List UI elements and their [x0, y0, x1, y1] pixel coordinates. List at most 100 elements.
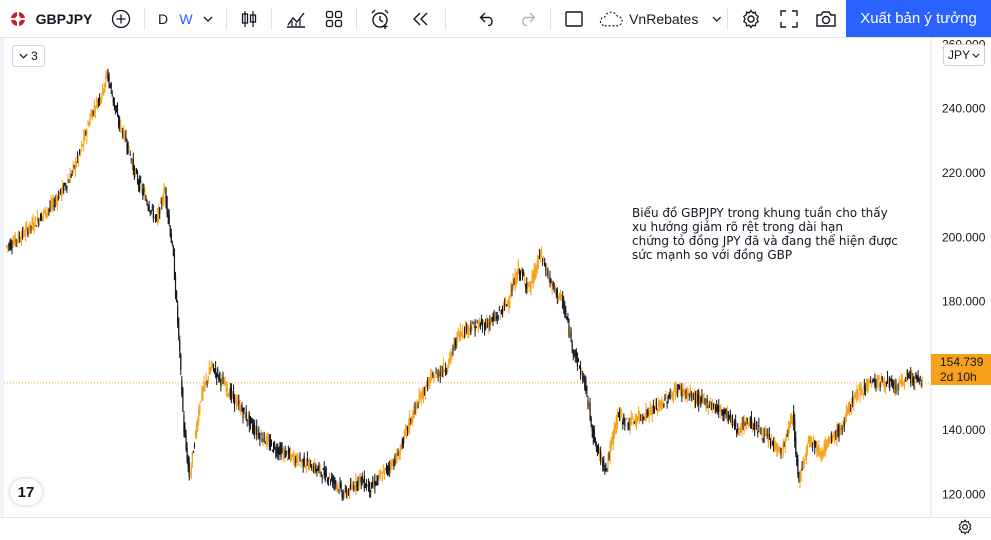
candle: [593, 425, 595, 443]
candle: [756, 421, 758, 430]
candle: [584, 374, 586, 391]
candle: [338, 488, 340, 495]
candle: [404, 424, 407, 436]
candle: [490, 317, 492, 325]
candle: [805, 445, 807, 465]
interval-d-button[interactable]: D: [153, 0, 173, 37]
redo-icon[interactable]: [515, 0, 539, 37]
candle: [577, 357, 580, 363]
symbol-button[interactable]: GBPJPY: [32, 0, 96, 37]
candle: [529, 281, 531, 293]
publish-idea-button[interactable]: Xuất bản ý tưởng: [846, 0, 991, 37]
candle: [759, 427, 761, 434]
candle: [11, 240, 13, 255]
candle: [299, 452, 301, 462]
left-drawing-strip: [0, 38, 4, 518]
candle: [182, 386, 184, 412]
candle: [560, 293, 563, 302]
candle: [518, 268, 520, 281]
candle: [326, 477, 329, 485]
gear-icon[interactable]: [957, 519, 973, 540]
candle: [203, 375, 205, 392]
candle: [724, 409, 726, 415]
candle: [15, 238, 17, 247]
candle: [895, 378, 897, 395]
candle: [191, 451, 193, 468]
candle: [161, 196, 163, 210]
candle: [641, 414, 643, 423]
candle: [210, 360, 212, 371]
candle: [301, 458, 303, 463]
candle: [526, 277, 528, 295]
candle: [847, 402, 850, 414]
undo-icon[interactable]: [476, 0, 500, 37]
candle: [616, 408, 619, 429]
price-axis[interactable]: 260.000240.000220.000200.000180.000160.0…: [942, 37, 986, 501]
candle: [576, 352, 579, 371]
candle: [578, 365, 581, 369]
candle: [37, 217, 39, 228]
candle: [373, 476, 375, 489]
candle: [409, 410, 411, 434]
chart-annotation[interactable]: Biểu đồ GBPJPY trong khung tuần cho thấy…: [632, 206, 898, 262]
candle: [856, 384, 858, 403]
candle: [240, 404, 242, 416]
candle: [654, 397, 657, 410]
candle: [502, 301, 505, 313]
candle: [873, 378, 875, 382]
candle: [614, 422, 616, 435]
candle: [213, 368, 216, 375]
camera-icon[interactable]: [814, 0, 838, 37]
candle: [600, 446, 602, 466]
candle: [97, 97, 100, 108]
replay-icon[interactable]: [408, 0, 432, 37]
candle: [542, 257, 544, 266]
alarm-clock-icon[interactable]: [368, 0, 392, 37]
candle: [474, 319, 476, 337]
candle: [358, 475, 360, 490]
candle: [703, 392, 705, 405]
candlestick-icon[interactable]: [238, 0, 260, 37]
candle: [747, 422, 749, 429]
plus-circle-icon[interactable]: [109, 0, 133, 37]
candle: [661, 396, 663, 412]
candle: [346, 488, 349, 500]
fullscreen-icon[interactable]: [777, 0, 801, 37]
indicator-count-toggle[interactable]: 3: [12, 45, 45, 67]
layout-grid-icon[interactable]: [323, 0, 345, 37]
candle: [557, 295, 560, 303]
gear-icon[interactable]: [739, 0, 763, 37]
candle: [770, 433, 773, 447]
candle: [910, 367, 912, 387]
interval-w-button[interactable]: W: [176, 0, 196, 37]
candle: [419, 389, 421, 399]
candle: [353, 481, 355, 493]
rectangle-select-icon[interactable]: [563, 0, 585, 37]
candle: [183, 411, 185, 438]
currency-selector[interactable]: JPY: [943, 44, 985, 66]
candle: [893, 379, 895, 393]
candle: [878, 374, 880, 381]
candle: [916, 374, 918, 383]
candle: [615, 414, 618, 434]
candle: [894, 377, 896, 397]
candle: [188, 456, 190, 481]
candle: [637, 406, 640, 421]
candle: [675, 384, 678, 397]
template-button[interactable]: VnRebates: [598, 0, 722, 37]
candle: [264, 440, 266, 445]
candle: [343, 490, 345, 499]
candle: [142, 183, 144, 200]
candle: [365, 478, 368, 491]
candle: [196, 420, 198, 440]
tradingview-logo[interactable]: 17: [10, 479, 42, 505]
candle: [784, 437, 786, 453]
candle: [574, 349, 576, 363]
candle: [219, 371, 221, 383]
indicators-icon[interactable]: [284, 0, 308, 37]
chevron-down-icon[interactable]: [200, 0, 216, 37]
candle: [812, 442, 814, 452]
candle: [273, 441, 275, 454]
candle: [323, 461, 325, 479]
